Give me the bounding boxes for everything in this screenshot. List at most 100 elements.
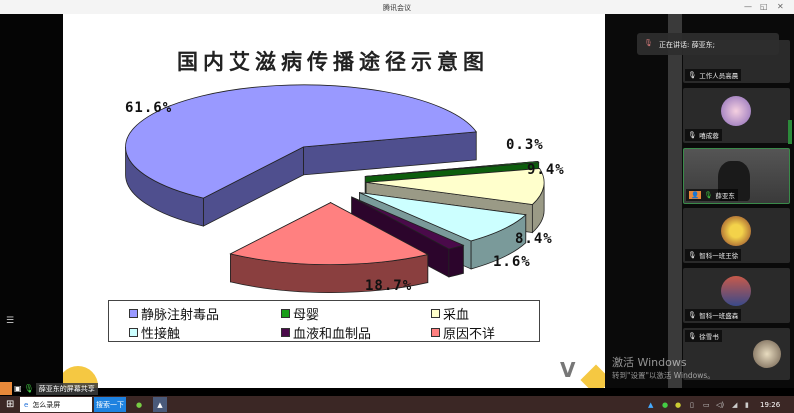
tray-wechat-icon[interactable]: ●: [662, 400, 669, 409]
legend-swatch: [129, 328, 138, 337]
slice-mother-infant-face: [365, 160, 540, 177]
legend-swatch: [281, 309, 290, 318]
participant-name-tag: 🎙 徐雪书: [685, 330, 722, 342]
ie-icon: e: [24, 400, 29, 409]
legend-label: 血液和血制品: [293, 327, 372, 342]
participant-video-tile[interactable]: 👤 🎙 薛亚东: [683, 148, 790, 204]
label-sexual: 8.4%: [515, 231, 553, 247]
slice-unknown: [229, 201, 429, 293]
participant-name-tag: 🎙 智科一班王徐: [685, 249, 742, 261]
windows-start-icon[interactable]: ⊞: [6, 399, 15, 410]
legend-item: 母婴: [281, 304, 319, 323]
legend-label: 静脉注射毒品: [141, 308, 220, 323]
participant-name: 工作人员高晨: [699, 72, 739, 80]
participant-name-tag: 🎙 嘻成蓉: [685, 129, 722, 141]
label-blood-collection: 9.4%: [527, 162, 565, 178]
label-blood-products: 1.6%: [493, 254, 531, 270]
network-icon[interactable]: ◢: [732, 400, 738, 409]
volume-indicator: [788, 120, 792, 144]
share-label: 薛亚东的屏幕共享: [35, 382, 98, 395]
participant-name: 薛亚东: [715, 192, 735, 200]
tencent-meeting-taskbar-icon[interactable]: ▲: [153, 397, 167, 412]
legend-item: 血液和血制品: [281, 323, 371, 342]
screen-icon: ▣: [14, 384, 22, 393]
participant-name: 嘻成蓉: [699, 132, 719, 140]
slice-sexual-face: [359, 192, 527, 242]
legend-item: 采血: [431, 304, 469, 323]
screen-share-indicator[interactable]: ▣ 🎙 薛亚东的屏幕共享: [0, 382, 98, 395]
slice-injection: [125, 84, 477, 227]
participant-tile[interactable]: 🎙 智科一班盛森: [683, 268, 790, 323]
app-icon[interactable]: ●: [136, 400, 143, 409]
slice-unknown-face: [229, 202, 429, 265]
speaker-icon: 🎙: [644, 39, 653, 47]
restore-button[interactable]: ◱: [760, 2, 768, 11]
label-unknown: 18.7%: [365, 278, 413, 294]
shared-slide: 国内艾滋病传播途径示意图 61.6% 0.3% 9.4% 8.4% 1.6% 1…: [63, 14, 605, 388]
legend-label: 采血: [443, 308, 470, 323]
tray-meeting-icon[interactable]: ▲: [648, 400, 654, 409]
legend-label: 母婴: [293, 308, 320, 323]
label-injection: 61.6%: [125, 100, 173, 116]
activation-watermark: 激活 Windows 转到"设置"以激活 Windows。: [612, 354, 715, 381]
clock[interactable]: 19:26: [760, 400, 781, 409]
taskbar: ⊞ e 怎么录屏 搜索一下 ● ▲ ▲ ● ● ▯ ▭ ◁) ◢ ▮ 19:26: [0, 396, 794, 413]
search-box[interactable]: e 怎么录屏: [20, 397, 92, 412]
mic-muted-icon: 🎙: [688, 332, 697, 340]
legend-item: 静脉注射毒品: [129, 304, 219, 323]
legend-swatch: [129, 309, 138, 318]
mic-muted-icon: 🎙: [688, 71, 697, 79]
watermark-line1: 激活 Windows: [612, 356, 687, 369]
search-text: 怎么录屏: [32, 400, 61, 409]
slice-blood-collection-face: [366, 168, 545, 205]
close-button[interactable]: ✕: [777, 2, 784, 11]
minimize-button[interactable]: —: [744, 2, 752, 11]
participant-name-tag: 🎙 工作人员高晨: [685, 69, 742, 81]
mic-muted-icon: 🎙: [688, 251, 697, 259]
legend-swatch: [281, 328, 290, 337]
legend-item: 原因不详: [431, 323, 495, 342]
volume-icon[interactable]: ◁): [716, 400, 725, 409]
slice-injection-face: [125, 84, 477, 199]
participant-tile[interactable]: 🎙 嘻成蓉: [683, 88, 790, 143]
slide-title: 国内艾滋病传播途径示意图: [177, 49, 489, 74]
participant-tile[interactable]: 🎙 徐雪书: [683, 328, 790, 380]
avatar: [721, 216, 751, 246]
speaking-text: 正在讲话: 薛亚东;: [659, 41, 715, 49]
usb-icon[interactable]: ▯: [690, 400, 694, 409]
participant-name-tag: 👤 🎙 薛亚东: [686, 189, 738, 201]
legend-swatch: [431, 309, 440, 318]
mic-muted-icon: 🎙: [688, 131, 697, 139]
avatar: [721, 276, 751, 306]
participant-name: 徐雪书: [699, 333, 719, 341]
list-icon[interactable]: ☰: [6, 316, 15, 326]
participant-tile[interactable]: 🎙 智科一班王徐: [683, 208, 790, 263]
slice-blood-products-face: [351, 196, 465, 250]
tray-app-icon[interactable]: ●: [675, 400, 682, 409]
participant-name: 智科一班王徐: [699, 252, 739, 260]
participant-name-tag: 🎙 智科一班盛森: [685, 309, 742, 321]
panel-scrollbar[interactable]: [668, 14, 682, 388]
search-button[interactable]: 搜索一下: [94, 397, 126, 412]
pie-chart: [125, 84, 545, 293]
host-icon: [0, 382, 12, 395]
decor-diamond: [580, 364, 605, 388]
legend-item: 性接触: [129, 323, 180, 342]
chart-legend: 静脉注射毒品 母婴 采血 性接触 血液和血制品 原因不详: [108, 300, 540, 342]
legend-label: 原因不详: [443, 327, 496, 342]
host-icon: 👤: [689, 191, 702, 199]
mic-icon: 🎙: [704, 191, 713, 199]
legend-label: 性接触: [141, 327, 181, 342]
mic-icon: 🎙: [23, 384, 34, 393]
mic-tray-icon[interactable]: ▮: [745, 400, 749, 409]
left-margin: ☰: [0, 14, 63, 388]
title-bar: 腾讯会议 — ◱ ✕: [0, 0, 794, 14]
legend-swatch: [431, 328, 440, 337]
participant-name: 智科一班盛森: [699, 312, 739, 320]
avatar: [721, 96, 751, 126]
battery-icon[interactable]: ▭: [703, 400, 710, 409]
speaking-banner: 🎙 正在讲话: 薛亚东;: [637, 33, 779, 55]
label-mother-infant: 0.3%: [506, 137, 544, 153]
slice-blood-products-face: [448, 244, 464, 278]
avatar: [753, 340, 781, 368]
